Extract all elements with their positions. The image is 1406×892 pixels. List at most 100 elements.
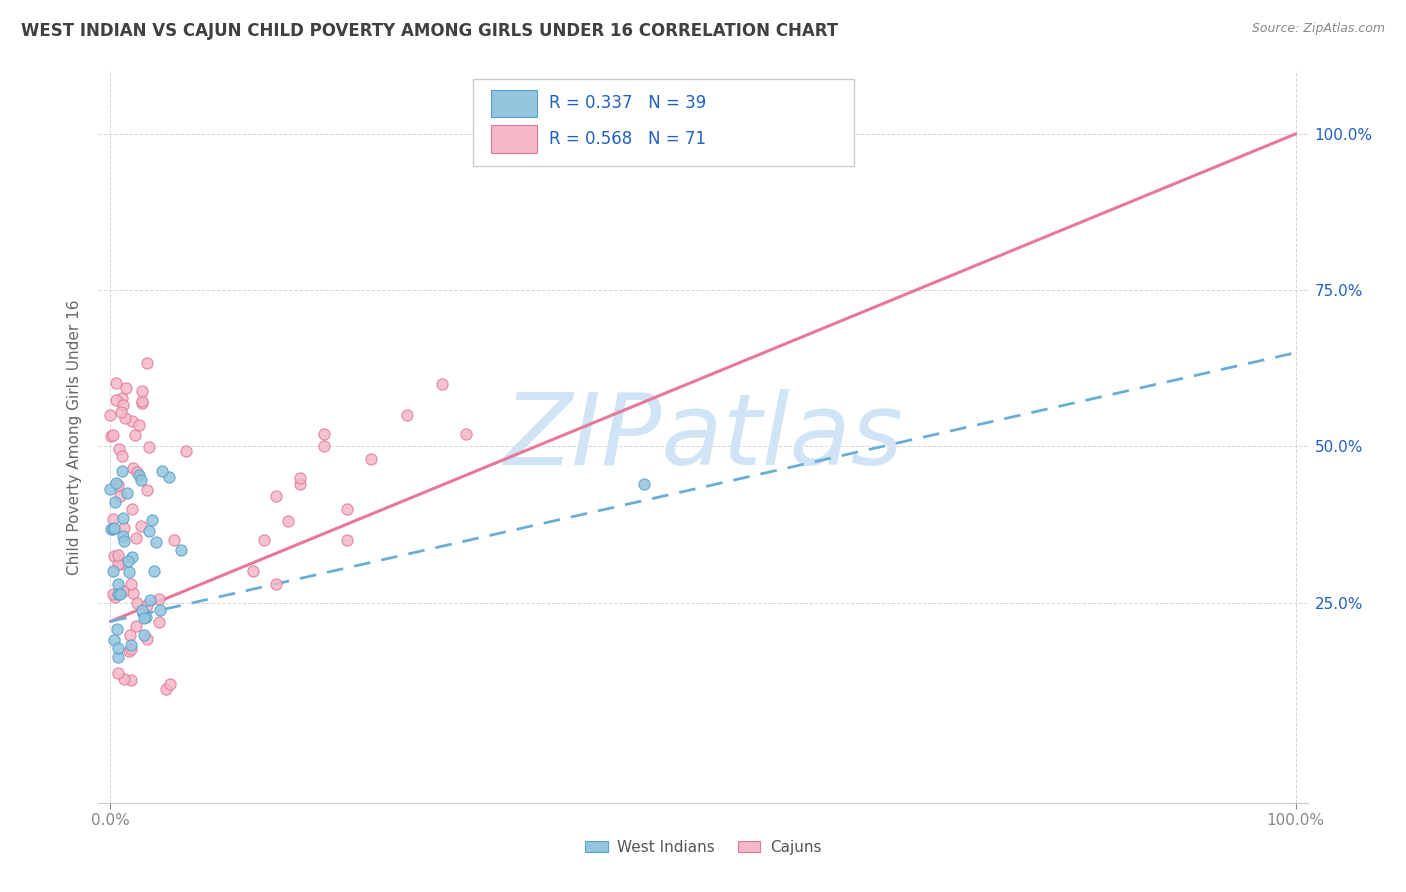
Point: [129, 519, 152, 533]
Point: [288, 471, 311, 485]
Point: [159, 677, 181, 691]
Point: [107, 442, 129, 456]
Point: [98, 408, 121, 422]
Point: [148, 615, 170, 629]
Point: [120, 673, 142, 687]
Point: [132, 628, 155, 642]
Point: [101, 512, 124, 526]
Point: [112, 521, 135, 535]
Point: [115, 486, 138, 500]
Point: [277, 515, 299, 529]
Point: [125, 531, 148, 545]
Point: [105, 622, 128, 636]
Point: [128, 418, 150, 433]
Point: [336, 533, 359, 548]
Point: [114, 381, 136, 395]
Point: [111, 583, 134, 598]
Point: [121, 638, 143, 652]
Point: [107, 649, 129, 664]
Point: [118, 565, 141, 579]
Point: [110, 587, 132, 601]
Point: [111, 464, 134, 478]
Text: ZIPatlas: ZIPatlas: [503, 389, 903, 485]
Point: [114, 411, 136, 425]
Point: [107, 576, 129, 591]
Point: [103, 633, 125, 648]
Point: [117, 554, 139, 568]
Point: [103, 428, 125, 442]
Point: [264, 577, 287, 591]
Point: [122, 461, 145, 475]
Point: [112, 511, 135, 525]
Point: [107, 557, 129, 571]
Point: [136, 632, 159, 646]
Point: [143, 564, 166, 578]
Point: [107, 587, 129, 601]
FancyBboxPatch shape: [474, 78, 855, 167]
Point: [100, 482, 122, 496]
Point: [112, 672, 135, 686]
Point: [432, 376, 454, 391]
Point: [107, 665, 129, 680]
Point: [118, 643, 141, 657]
Point: [121, 585, 143, 599]
Point: [110, 405, 132, 419]
Point: [132, 611, 155, 625]
Point: [128, 467, 150, 482]
Point: [138, 440, 160, 454]
Point: [103, 549, 125, 563]
Point: [174, 444, 197, 458]
Point: [253, 533, 276, 548]
Point: [157, 469, 180, 483]
Point: [112, 584, 135, 599]
Point: [454, 426, 477, 441]
Point: [120, 628, 142, 642]
Point: [129, 474, 152, 488]
Point: [136, 598, 159, 612]
Point: [141, 513, 163, 527]
Point: [312, 426, 335, 441]
Bar: [492, 89, 537, 118]
Point: [100, 428, 122, 442]
Point: [121, 550, 143, 565]
Point: [242, 565, 264, 579]
Point: [633, 477, 655, 491]
Point: [124, 428, 146, 442]
Point: [105, 392, 128, 407]
Point: [104, 494, 127, 508]
Point: [155, 682, 177, 697]
Point: [288, 477, 311, 491]
Point: [395, 408, 418, 422]
Bar: [492, 126, 537, 153]
Point: [111, 449, 134, 463]
Point: [148, 591, 170, 606]
Point: [112, 534, 135, 549]
Point: [131, 396, 153, 410]
Point: [105, 376, 128, 390]
Point: [170, 542, 193, 557]
Point: [135, 483, 157, 497]
Point: [360, 452, 382, 467]
Point: [100, 522, 122, 536]
Point: [127, 465, 149, 479]
Point: [135, 609, 157, 624]
Point: [103, 522, 125, 536]
Point: [136, 356, 159, 370]
Point: [131, 394, 153, 409]
Point: [105, 475, 128, 490]
Legend: West Indians, Cajuns: West Indians, Cajuns: [579, 834, 827, 861]
Y-axis label: Child Poverty Among Girls Under 16: Child Poverty Among Girls Under 16: [67, 300, 83, 574]
Point: [131, 603, 153, 617]
Point: [121, 415, 143, 429]
Text: R = 0.568   N = 71: R = 0.568 N = 71: [550, 129, 706, 148]
Point: [150, 464, 173, 478]
Point: [145, 535, 167, 549]
Point: [336, 502, 359, 516]
Point: [125, 618, 148, 632]
Text: R = 0.337   N = 39: R = 0.337 N = 39: [550, 94, 707, 112]
Point: [125, 597, 148, 611]
Point: [121, 502, 143, 516]
Point: [107, 478, 129, 492]
Point: [163, 533, 186, 548]
Point: [264, 490, 287, 504]
